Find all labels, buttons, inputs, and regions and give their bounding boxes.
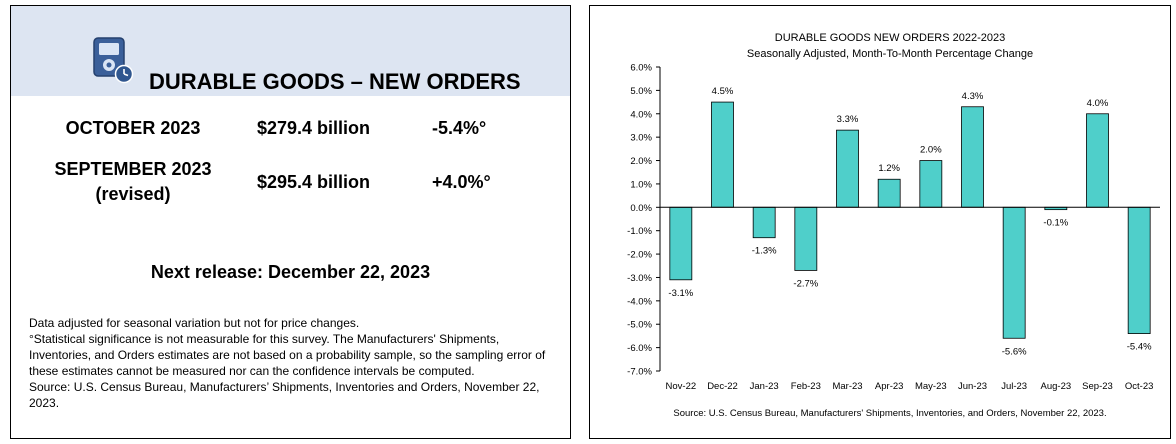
bar-chart: DURABLE GOODS NEW ORDERS 2022-2023 Seaso…	[627, 32, 1160, 419]
data-label: -5.4%	[1127, 342, 1152, 353]
bars: -3.1% 4.5% -1.3% -2.7% 3.3% 1.2% 2.0% 4.3% -5.6%…	[668, 86, 1152, 357]
note-significance: °Statistical significance is not measura…	[29, 332, 546, 378]
summary-panel: DURABLE GOODS – NEW ORDERS OCTOBER 2023 …	[10, 5, 571, 439]
bar	[919, 160, 943, 208]
change-september: +4.0%°	[432, 172, 491, 192]
y-axis: 6.0% 5.0% 4.0% 3.0% 2.0% 1.0% 0.0% -1.0% -2.0% -3…	[627, 63, 661, 378]
data-label: 2.0%	[920, 145, 942, 156]
summary-title: DURABLE GOODS – NEW ORDERS	[149, 69, 521, 94]
x-tick-label: Feb-23	[791, 381, 821, 392]
bar	[711, 101, 734, 208]
y-tick-label: -4.0%	[627, 296, 652, 307]
x-tick-label: Aug-23	[1041, 381, 1072, 392]
x-tick-label: Jul-23	[1001, 381, 1027, 392]
chart-source: Source: U.S. Census Bureau, Manufacturer…	[673, 408, 1106, 419]
bar	[877, 178, 901, 208]
y-tick-label: -6.0%	[627, 343, 652, 354]
data-label: 1.2%	[878, 163, 900, 174]
note-adjusted: Data adjusted for seasonal variation but…	[29, 316, 360, 330]
change-october: -5.4%°	[432, 118, 487, 138]
data-label: -3.1%	[668, 288, 693, 299]
bar	[794, 206, 818, 271]
y-tick-label: 2.0%	[630, 156, 652, 167]
bar	[836, 129, 859, 208]
notes-block: Data adjusted for seasonal variation but…	[29, 315, 559, 411]
period-note-september: (revised)	[95, 184, 171, 204]
y-tick-label: -1.0%	[627, 226, 652, 237]
data-label: 4.0%	[1087, 98, 1109, 109]
y-tick-label: 4.0%	[630, 109, 652, 120]
bar	[961, 106, 984, 208]
y-tick-label: -2.0%	[627, 250, 652, 261]
bar	[752, 206, 776, 239]
x-tick-label: Jan-23	[750, 381, 779, 392]
y-tick-label: 3.0%	[630, 133, 652, 144]
x-tick-label: Oct-23	[1125, 381, 1154, 392]
note-source: Source: U.S. Census Bureau, Manufacturer…	[29, 380, 540, 410]
bar	[669, 206, 693, 281]
x-tick-label: Nov-22	[666, 381, 697, 392]
y-tick-label: 5.0%	[630, 86, 652, 97]
amount-october: $279.4 billion	[257, 118, 371, 138]
data-label: -2.7%	[793, 278, 818, 289]
x-tick-label: Dec-22	[707, 381, 738, 392]
data-label: -5.6%	[1002, 346, 1027, 357]
data-label: -0.1%	[1043, 218, 1068, 229]
bar	[1127, 206, 1151, 334]
period-label-october: OCTOBER 2023	[65, 118, 201, 138]
data-label: -1.3%	[752, 246, 777, 257]
y-tick-label: -3.0%	[627, 273, 652, 284]
y-tick-label: 0.0%	[630, 203, 652, 214]
y-tick-label: -5.0%	[627, 320, 652, 331]
data-label: 4.5%	[712, 86, 734, 97]
y-tick-label: 6.0%	[630, 63, 652, 74]
x-tick-label: Sep-23	[1082, 381, 1113, 392]
x-tick-label: May-23	[915, 381, 947, 392]
chart-panel: DURABLE GOODS NEW ORDERS 2022-2023 Seaso…	[589, 5, 1171, 439]
next-release: Next release: December 22, 2023	[150, 262, 431, 282]
x-tick-label: Mar-23	[832, 381, 862, 392]
calculator-clock-icon	[91, 36, 135, 84]
bar	[1086, 113, 1109, 208]
chart-subtitle: Seasonally Adjusted, Month-To-Month Perc…	[747, 48, 1033, 60]
x-tick-label: Jun-23	[958, 381, 987, 392]
x-axis: Nov-22 Dec-22 Jan-23 Feb-23 Mar-23 Apr-23 May-…	[660, 206, 1160, 392]
y-tick-label: -7.0%	[627, 367, 652, 378]
period-label-september: SEPTEMBER 2023	[54, 159, 212, 179]
amount-september: $295.4 billion	[257, 172, 371, 192]
bar	[1002, 206, 1026, 339]
chart-title: DURABLE GOODS NEW ORDERS 2022-2023	[775, 32, 1005, 44]
data-label: 3.3%	[837, 114, 859, 125]
x-tick-label: Apr-23	[875, 381, 904, 392]
data-label: 4.3%	[962, 91, 984, 102]
y-tick-label: 1.0%	[630, 179, 652, 190]
